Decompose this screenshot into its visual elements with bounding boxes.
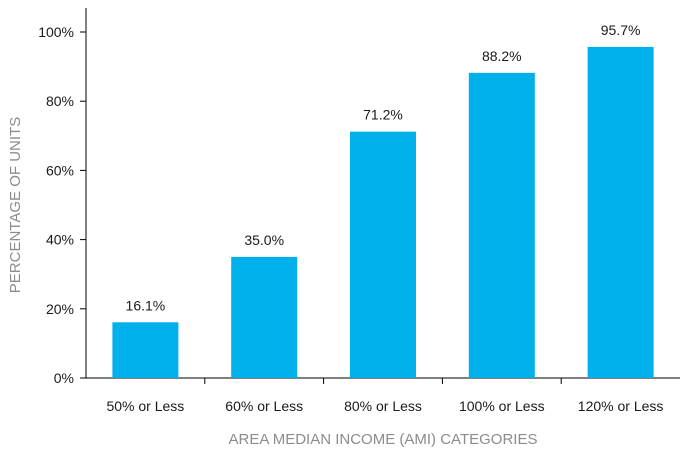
y-tick-label: 40% (46, 232, 74, 248)
y-tick-label: 20% (46, 301, 74, 317)
y-tick-label: 100% (38, 24, 74, 40)
y-tick-label: 0% (54, 370, 74, 386)
data-label: 16.1% (126, 297, 166, 313)
data-label: 71.2% (363, 107, 403, 123)
data-label: 35.0% (244, 232, 284, 248)
x-tick-label: 120% or Less (578, 398, 664, 414)
x-tick-label: 100% or Less (459, 398, 545, 414)
y-axis-title: PERCENTAGE OF UNITS (7, 117, 24, 293)
x-tick-label: 60% or Less (225, 398, 303, 414)
x-axis-title: AREA MEDIAN INCOME (AMI) CATEGORIES (229, 431, 538, 448)
bar (587, 46, 654, 379)
y-tick-label: 80% (46, 93, 74, 109)
y-tick-label: 60% (46, 162, 74, 178)
x-tick-label: 80% or Less (344, 398, 422, 414)
bar (350, 131, 416, 378)
bar (468, 72, 535, 378)
axes: 0% 20% 40% 60% 80% 100% (38, 8, 680, 386)
data-label: 95.7% (601, 22, 641, 38)
x-tick-label: 50% or Less (106, 398, 184, 414)
bar (231, 256, 298, 378)
bar (112, 322, 179, 378)
bars (112, 46, 654, 379)
data-label: 88.2% (482, 48, 522, 64)
labels: 16.1% 50% or Less 35.0% 60% or Less 71.2% 80%… (106, 22, 663, 414)
